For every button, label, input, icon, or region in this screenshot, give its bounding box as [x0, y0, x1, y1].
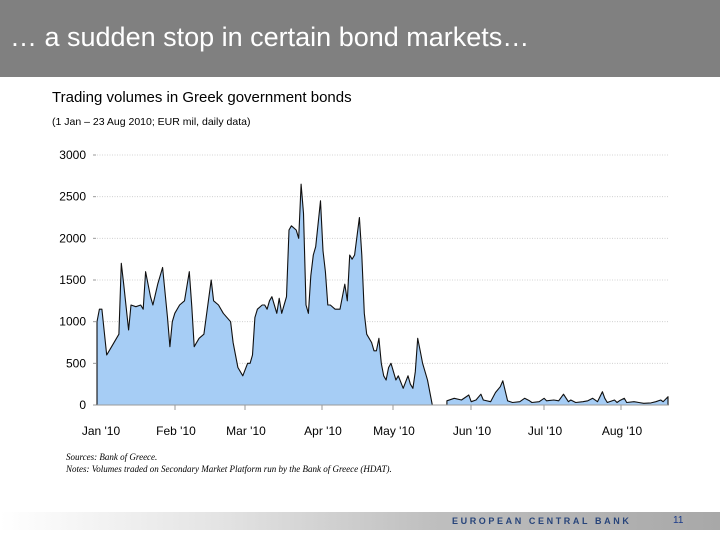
chart-notes: Sources: Bank of Greece. Notes: Volumes …	[66, 452, 392, 475]
x-tick-label: Feb '10	[156, 424, 196, 438]
y-tick-label: 0	[79, 398, 86, 412]
area-segment	[446, 380, 669, 406]
area-series	[96, 183, 669, 406]
x-tick-label: May '10	[373, 424, 415, 438]
x-tick-label: Jun '10	[453, 424, 492, 438]
x-tick-label: Apr '10	[304, 424, 342, 438]
y-tick-label: 3000	[59, 148, 86, 162]
x-tick-label: Jul '10	[528, 424, 563, 438]
y-axis: 3000 2500 2000 1500 1000 500 0	[59, 148, 96, 412]
ecb-wordmark: EUROPEAN CENTRAL BANK	[452, 516, 632, 526]
notes-text: Notes: Volumes traded on Secondary Marke…	[66, 463, 392, 474]
title-bar: … a sudden stop in certain bond markets…	[0, 0, 720, 77]
sources-note: Sources: Bank of Greece.	[66, 452, 158, 462]
chart-title: Trading volumes in Greek government bond…	[52, 89, 352, 106]
x-axis	[97, 404, 668, 410]
x-tick-labels: Jan '10 Feb '10 Mar '10 Apr '10 May '10 Jun '…	[82, 424, 643, 438]
x-tick-label: Mar '10	[226, 424, 266, 438]
y-tick-label: 500	[66, 356, 86, 370]
chart-subtitle: (1 Jan – 23 Aug 2010; EUR mil, daily dat…	[52, 116, 251, 128]
x-tick-label: Aug '10	[602, 424, 643, 438]
page-number: 11	[673, 515, 684, 526]
y-tick-label: 2000	[59, 231, 86, 245]
footer-bar	[0, 512, 720, 530]
y-tick-label: 1000	[59, 315, 86, 329]
area-segment	[96, 183, 433, 406]
x-tick-label: Jan '10	[82, 424, 121, 438]
y-tick-label: 2500	[59, 190, 86, 204]
slide-title: … a sudden stop in certain bond markets…	[10, 22, 530, 52]
y-tick-label: 1500	[59, 273, 86, 287]
